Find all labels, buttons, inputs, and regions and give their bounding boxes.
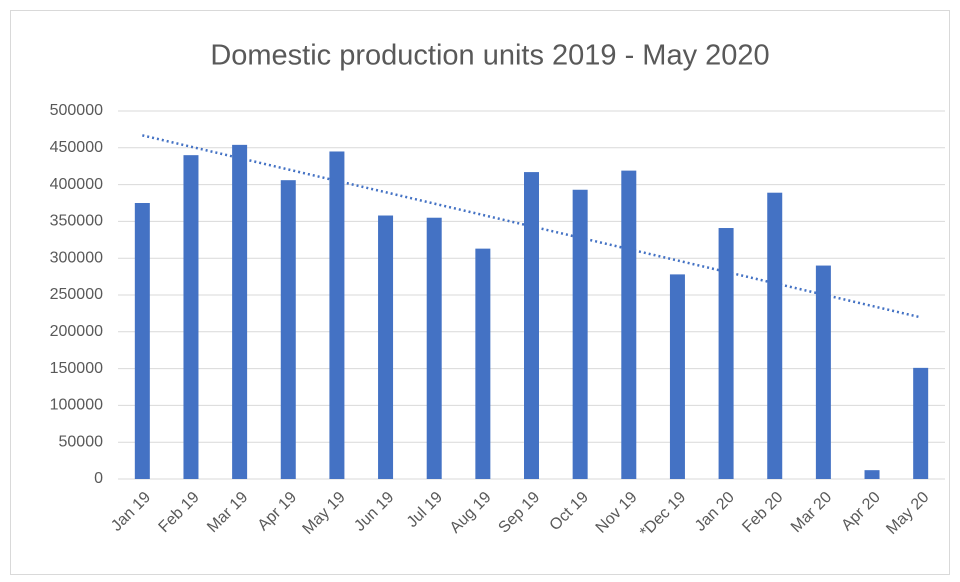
bar — [621, 170, 637, 479]
bar — [669, 274, 685, 479]
y-tick-label: 500000 — [50, 102, 103, 119]
y-tick-label: 50000 — [59, 433, 104, 450]
bar — [475, 248, 491, 479]
bar — [864, 470, 880, 479]
y-tick-label: 350000 — [50, 213, 103, 230]
bar — [134, 203, 150, 479]
y-tick-label: 300000 — [50, 249, 103, 266]
bar — [767, 192, 783, 480]
bar — [913, 367, 929, 479]
bar — [329, 151, 345, 480]
bar — [183, 155, 199, 479]
trendline — [142, 134, 921, 319]
y-tick-label: 100000 — [50, 397, 103, 414]
y-tick-label: 150000 — [50, 360, 103, 377]
y-tick-label: 450000 — [50, 139, 103, 156]
bar — [524, 172, 539, 479]
y-tick-label: 200000 — [50, 323, 103, 340]
bar — [718, 228, 734, 479]
bar — [378, 215, 394, 479]
bar — [280, 180, 296, 479]
y-tick-label: 250000 — [50, 286, 103, 303]
y-tick-label: 0 — [94, 470, 103, 487]
bar — [572, 189, 588, 479]
chart-title: Domestic production units 2019 - May 202… — [210, 40, 769, 72]
bar — [232, 144, 248, 479]
bar — [426, 217, 442, 479]
bar — [815, 265, 831, 479]
y-tick-label: 400000 — [50, 176, 103, 193]
